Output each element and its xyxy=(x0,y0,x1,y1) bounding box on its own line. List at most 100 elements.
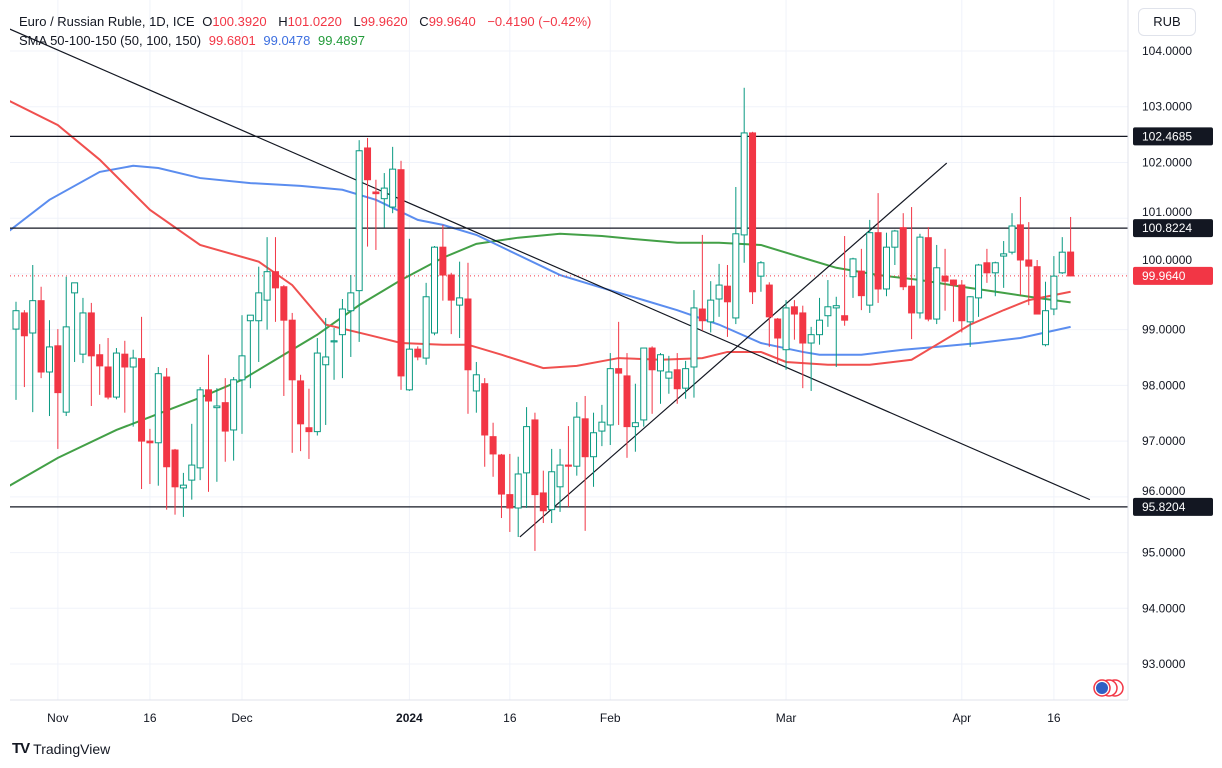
sma50-line xyxy=(10,100,1071,370)
time-tick-label: 16 xyxy=(503,711,517,725)
hline-price-label: 95.8204 xyxy=(1142,500,1186,514)
candle xyxy=(983,248,991,283)
candle-body xyxy=(564,464,572,467)
price-tick-label: 96.0000 xyxy=(1142,484,1186,498)
tradingview-logo[interactable]: TV TradingView xyxy=(12,740,110,757)
currency-button[interactable]: RUB xyxy=(1138,8,1196,36)
events-icon[interactable] xyxy=(1093,679,1124,697)
candle xyxy=(12,301,20,400)
candle xyxy=(648,346,656,414)
candle-body xyxy=(581,418,589,458)
candle-body xyxy=(765,284,773,318)
candle-body xyxy=(464,298,472,371)
sma100-line xyxy=(10,164,1071,356)
close-price: 99.9640 xyxy=(428,14,476,29)
candle-body xyxy=(799,312,807,344)
candle xyxy=(338,298,346,379)
candle-body xyxy=(757,262,765,277)
candle xyxy=(774,317,782,364)
candle-body xyxy=(414,348,422,358)
candle xyxy=(891,229,899,266)
high-label: H xyxy=(278,14,288,29)
candle xyxy=(322,317,330,425)
candle xyxy=(949,279,957,322)
price-tick-label: 99.0000 xyxy=(1142,323,1186,337)
event-flag xyxy=(1096,682,1108,694)
candle-body xyxy=(397,169,405,377)
candle-body xyxy=(205,389,213,402)
candle-body xyxy=(531,419,539,496)
candle-body xyxy=(891,230,899,248)
candle-body xyxy=(615,368,623,374)
candle-body xyxy=(79,312,87,355)
hline-price-label-bg xyxy=(1133,497,1213,516)
candle xyxy=(899,213,907,291)
candle xyxy=(849,257,857,298)
close-label: C xyxy=(419,14,429,29)
hline-price-label-bg xyxy=(1133,127,1213,146)
candle-body xyxy=(1000,253,1008,257)
candle xyxy=(548,448,556,524)
candle xyxy=(656,353,664,404)
price-tick-label: 100.0000 xyxy=(1142,253,1192,267)
candle-body xyxy=(606,368,614,426)
candle-body xyxy=(749,132,757,293)
candle-body xyxy=(782,307,790,351)
candle xyxy=(464,262,472,414)
candle xyxy=(707,281,715,333)
candle-body xyxy=(631,422,639,428)
last-price-label-bg xyxy=(1133,266,1213,285)
candle-body xyxy=(330,340,338,343)
candle xyxy=(163,368,171,510)
candle-body xyxy=(238,355,246,381)
candle xyxy=(573,402,581,476)
low-price: 99.9620 xyxy=(360,14,408,29)
candle-body xyxy=(539,492,547,512)
candle-body xyxy=(824,306,832,317)
sma-legend[interactable]: SMA 50-100-150 (50, 100, 150) 99.6801 99… xyxy=(19,33,369,48)
candle-body xyxy=(263,271,271,301)
candle-body xyxy=(523,426,531,474)
candle-body xyxy=(975,264,983,299)
candle-body xyxy=(673,369,681,390)
candle-body xyxy=(154,373,162,444)
candle xyxy=(230,377,238,461)
candle xyxy=(372,179,380,250)
candle-body xyxy=(1025,259,1033,267)
candle-body xyxy=(431,246,438,334)
candle xyxy=(205,354,213,492)
candle-body xyxy=(908,285,916,314)
candle-body xyxy=(598,421,606,432)
time-tick-label: 16 xyxy=(1047,711,1061,725)
candle xyxy=(112,348,120,400)
candle xyxy=(380,173,388,228)
candle-body xyxy=(71,282,79,294)
candle-body xyxy=(882,246,890,290)
candle-body xyxy=(481,383,489,436)
candle xyxy=(673,353,681,404)
candle xyxy=(422,282,430,365)
candle-body xyxy=(1008,225,1016,253)
last-price-label: 99.9640 xyxy=(1142,269,1186,283)
candle-body xyxy=(338,308,346,336)
candle-body xyxy=(924,237,932,320)
candle-body xyxy=(246,314,254,322)
candle xyxy=(431,246,438,336)
candle-body xyxy=(866,232,874,306)
candle-body xyxy=(171,449,179,488)
candle xyxy=(564,426,572,507)
candle xyxy=(79,297,87,364)
candle xyxy=(297,374,305,452)
candle xyxy=(1033,259,1041,315)
price-tick-label: 94.0000 xyxy=(1142,601,1186,615)
symbol-title: Euro / Russian Ruble, 1D, ICE xyxy=(19,14,195,29)
candle-body xyxy=(96,354,104,367)
close-value: C99.9640 xyxy=(419,14,479,29)
tradingview-logo-icon: TV xyxy=(12,740,30,757)
candle-body xyxy=(790,306,798,315)
candle xyxy=(1000,241,1008,288)
symbol-legend: Euro / Russian Ruble, 1D, ICE O100.3920 … xyxy=(19,14,595,29)
candle xyxy=(305,388,313,459)
sma50-value: 99.6801 xyxy=(208,33,256,48)
